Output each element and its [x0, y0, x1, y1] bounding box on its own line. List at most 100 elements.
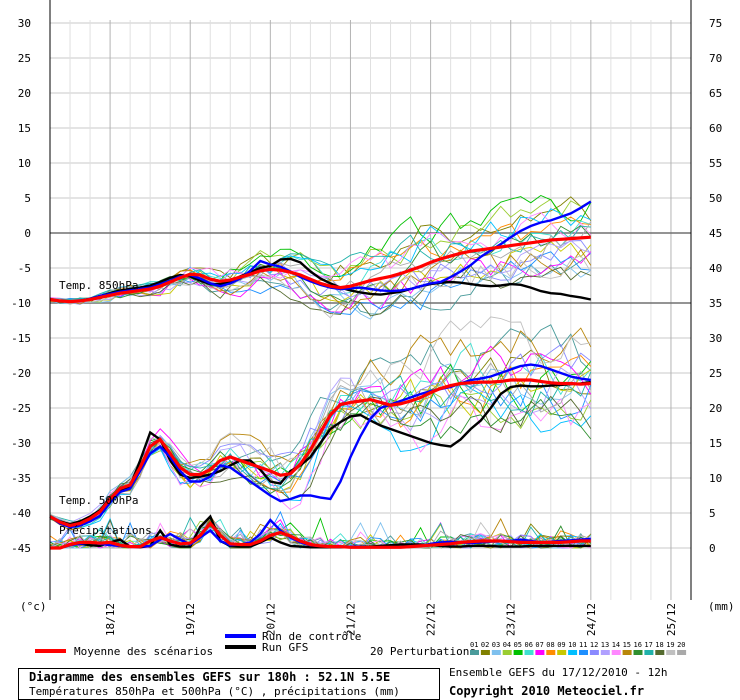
right-tick-label: 15	[709, 437, 722, 450]
right-tick-label: 40	[709, 262, 722, 275]
perturbation-id-label: 10	[568, 641, 576, 649]
left-tick-label: 5	[24, 192, 31, 205]
perturbation-id-label: 03	[492, 641, 500, 649]
x-tick-label: 22/12	[425, 603, 438, 636]
left-tick-label: -10	[11, 297, 31, 310]
right-tick-label: 5	[709, 507, 716, 520]
left-tick-label: -40	[11, 507, 31, 520]
perturbation-id-label: 07	[535, 641, 543, 649]
perturbation-swatch	[502, 650, 512, 655]
left-tick-label: -25	[11, 402, 31, 415]
footer-copyright: Copyright 2010 Meteociel.fr	[449, 684, 645, 698]
perturbation-swatch	[622, 650, 632, 655]
control-500-line	[49, 363, 591, 529]
legend-mean-label: Moyenne des scénarios	[74, 645, 213, 658]
perturbation-id-label: 01	[470, 641, 478, 649]
perturbation-id-label: 15	[623, 641, 631, 649]
main-series	[49, 200, 592, 550]
left-tick-label: -5	[18, 262, 31, 275]
left-axis-unit: (°c)	[20, 600, 47, 613]
x-axis-ticks: 18/12 19/12 20/12 21/12 22/12 23/12 24/12 25/12	[104, 603, 678, 636]
legend-perturbations-label: 20 Perturbations	[370, 645, 476, 658]
mean-500-line	[49, 378, 591, 528]
perturbation-850-line	[49, 221, 592, 305]
x-tick-label: 23/12	[505, 603, 518, 636]
perturbation-850-line	[49, 264, 591, 317]
perturbation-850-line	[49, 239, 591, 304]
right-tick-label: 20	[709, 402, 722, 415]
right-tick-label: 0	[709, 542, 716, 555]
perturbation-id-label: 14	[612, 641, 620, 649]
x-tick-label: 20/12	[264, 603, 277, 636]
label-precip: Précipitations	[59, 524, 152, 537]
perturbation-500-line	[49, 362, 592, 528]
mean-850-line	[49, 235, 591, 304]
perturbation-swatch	[568, 650, 578, 655]
left-tick-label: -15	[11, 332, 31, 345]
perturbation-id-label: 17	[644, 641, 652, 649]
left-tick-label: -20	[11, 367, 31, 380]
axes	[49, 0, 692, 600]
perturbation-id-label: 02	[481, 641, 489, 649]
perturbation-swatch	[644, 650, 654, 655]
perturbation-swatch	[557, 650, 567, 655]
perturbation-swatch	[677, 650, 687, 655]
left-tick-label: -35	[11, 472, 31, 485]
perturbation-swatch	[633, 650, 643, 655]
left-tick-label: 25	[18, 52, 31, 65]
right-tick-label: 70	[709, 52, 722, 65]
x-tick-label: 19/12	[184, 603, 197, 636]
perturbation-850-line	[49, 225, 591, 300]
x-tick-label: 18/12	[104, 603, 117, 636]
perturbation-swatch	[535, 650, 545, 655]
left-tick-label: 30	[18, 17, 31, 30]
perturbation-swatch	[491, 650, 501, 655]
perturbation-id-label: 12	[590, 641, 598, 649]
right-tick-label: 25	[709, 367, 722, 380]
perturbation-swatch	[470, 650, 479, 655]
legend-gfs-label: Run GFS	[262, 641, 308, 654]
x-tick-label: 21/12	[344, 603, 357, 636]
right-tick-label: 75	[709, 17, 722, 30]
right-tick-label: 60	[709, 122, 722, 135]
footer-subtitle: Températures 850hPa et 500hPa (°C) , pré…	[29, 685, 400, 698]
left-axis-ticks: 30 25 20 15 10 5 0 -5 -10 -15 -20 -25 -30 -35 -40 -45	[11, 17, 31, 555]
footer-box: Diagramme des ensembles GEFS sur 180h : …	[18, 668, 440, 700]
gfs-500-line	[49, 380, 591, 526]
perturbation-id-label: 19	[666, 641, 674, 649]
right-tick-label: 35	[709, 297, 722, 310]
perturbation-id-label: 20	[677, 641, 685, 649]
perturbation-swatch	[524, 650, 534, 655]
left-tick-label: -45	[11, 542, 31, 555]
label-temp-500: Temp. 500hPa	[59, 494, 138, 507]
right-axis-unit: (mm)	[708, 600, 735, 613]
x-tick-label: 25/12	[665, 603, 678, 636]
perturbation-swatch	[480, 650, 490, 655]
left-tick-label: 15	[18, 122, 31, 135]
perturbation-swatch	[666, 650, 676, 655]
perturbation-id-label: 05	[514, 641, 522, 649]
label-temp-850: Temp. 850hPa	[59, 279, 138, 292]
perturbation-swatch	[546, 650, 556, 655]
perturbation-id-label: 11	[579, 641, 587, 649]
left-tick-label: 0	[24, 227, 31, 240]
grid-lines	[50, 20, 692, 600]
legend: Moyenne des scénarios Run de contrôle Ru…	[35, 630, 687, 658]
perturbation-swatch	[655, 650, 665, 655]
right-tick-label: 45	[709, 227, 722, 240]
perturbation-id-label: 06	[525, 641, 533, 649]
perturbation-swatch	[589, 650, 599, 655]
perturbation-swatch	[513, 650, 523, 655]
perturbation-swatch	[611, 650, 621, 655]
left-tick-label: 10	[18, 157, 31, 170]
perturbation-id-label: 18	[655, 641, 663, 649]
right-tick-label: 10	[709, 472, 722, 485]
perturbation-500-line	[49, 327, 592, 531]
perturbation-id-label: 16	[634, 641, 642, 649]
gfs-850-line	[49, 257, 592, 303]
perturbation-850-line	[49, 220, 591, 302]
perturbation-legend: 01 02 03 04 05 06 07 08 09 10 11 12 13 14 15 16 17 18 19 20	[470, 641, 687, 655]
x-tick-label: 24/12	[585, 603, 598, 636]
